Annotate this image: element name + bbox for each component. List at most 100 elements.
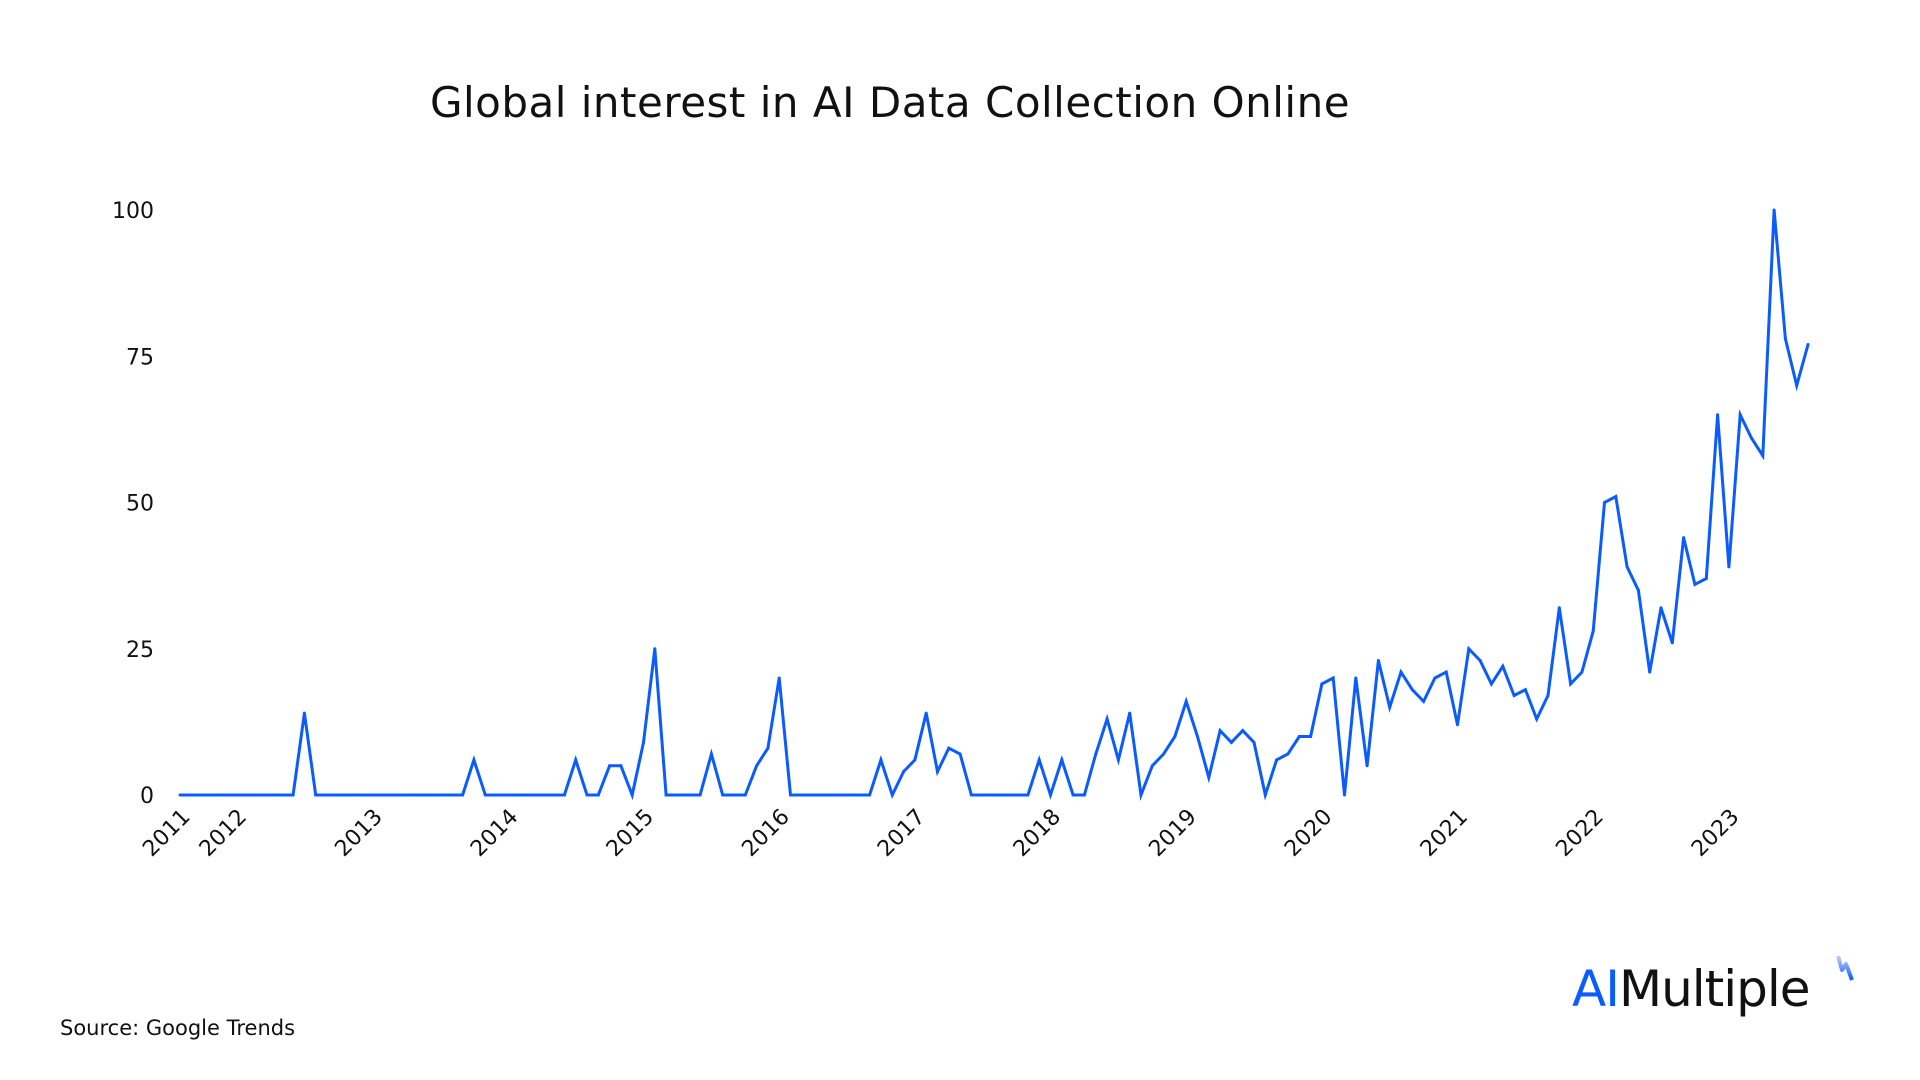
data-point — [472, 758, 476, 762]
data-point — [675, 793, 679, 797]
data-point — [834, 793, 838, 797]
data-point — [653, 647, 657, 651]
data-point — [235, 793, 239, 797]
data-point — [1196, 735, 1199, 738]
x-tick-label: 2013 — [330, 805, 387, 862]
x-tick-label: 2015 — [602, 805, 659, 862]
data-point — [1105, 717, 1109, 721]
data-point — [913, 758, 917, 762]
data-point — [1263, 793, 1267, 797]
data-point — [698, 793, 702, 797]
data-point — [755, 764, 759, 768]
data-point — [947, 746, 951, 750]
data-point — [732, 793, 736, 797]
x-axis: 2011 2012 2013 2014 2015 2016 2017 2018 2019 2020… — [138, 805, 1744, 862]
data-point — [992, 793, 996, 797]
data-point — [1580, 670, 1584, 674]
data-point — [1704, 577, 1708, 581]
data-point — [1342, 793, 1346, 797]
data-point — [1783, 337, 1787, 341]
data-point — [596, 793, 600, 797]
data-point — [608, 764, 612, 768]
x-tick-label: 2023 — [1687, 805, 1744, 862]
data-point — [1365, 764, 1369, 768]
data-point — [924, 711, 928, 715]
data-point — [1139, 793, 1143, 797]
data-point — [483, 793, 487, 797]
logo-multiple: Multiple — [1618, 960, 1811, 1018]
data-point — [1207, 775, 1211, 779]
data-point — [404, 793, 408, 797]
data-point — [1546, 694, 1550, 698]
data-point — [1229, 740, 1233, 744]
y-tick-label: 50 — [126, 492, 154, 517]
data-point — [1320, 682, 1324, 686]
data-point — [1275, 758, 1279, 762]
data-point — [1659, 606, 1663, 610]
y-tick-label: 0 — [140, 784, 154, 809]
data-point — [1399, 670, 1403, 674]
data-point — [890, 793, 894, 797]
data-point — [1456, 723, 1460, 727]
data-point — [800, 793, 804, 797]
data-point — [1128, 711, 1132, 715]
data-point — [1410, 688, 1414, 692]
y-tick-label: 100 — [112, 199, 154, 224]
data-point — [1591, 629, 1595, 633]
data-point — [1716, 413, 1720, 417]
data-point — [336, 793, 340, 797]
data-point — [246, 793, 250, 797]
chart-title: Global interest in AI Data Collection On… — [429, 78, 1351, 127]
data-point — [268, 793, 272, 797]
data-point — [348, 793, 352, 797]
x-tick-label: 2014 — [466, 805, 523, 862]
data-point — [1478, 658, 1482, 662]
data-point — [1636, 588, 1640, 592]
data-point — [1749, 436, 1753, 440]
data-point — [461, 793, 465, 797]
data-point — [1670, 641, 1674, 645]
data-point — [1557, 606, 1561, 610]
source-note: Source: Google Trends — [60, 1016, 296, 1040]
data-point — [370, 793, 374, 797]
data-point — [902, 770, 906, 774]
data-point — [325, 793, 329, 797]
data-point — [528, 793, 532, 797]
series-group — [178, 208, 1810, 801]
data-point — [1026, 793, 1030, 797]
data-point — [1569, 682, 1573, 686]
data-point — [1625, 565, 1629, 569]
data-point — [438, 793, 442, 797]
logo-spark-icon — [1836, 955, 1854, 981]
data-point — [359, 793, 363, 797]
data-point — [1071, 793, 1075, 797]
data-point — [415, 793, 419, 797]
data-point — [822, 793, 826, 797]
data-point — [811, 793, 815, 797]
data-point — [789, 793, 792, 797]
data-point — [958, 752, 962, 756]
aimultiple-logo: AIMultiple — [1572, 960, 1811, 1018]
data-point — [868, 793, 872, 797]
y-axis: 0 25 50 75 100 — [112, 199, 154, 809]
data-point — [1003, 793, 1007, 797]
data-point — [1354, 676, 1358, 680]
data-point — [189, 793, 193, 797]
x-tick-label: 2018 — [1009, 805, 1066, 862]
data-point — [721, 793, 725, 797]
data-point — [1648, 670, 1652, 674]
data-point — [777, 676, 781, 680]
data-point — [1603, 501, 1606, 504]
data-point — [687, 793, 691, 797]
data-point — [280, 793, 284, 797]
data-point — [212, 793, 216, 797]
data-point — [1150, 764, 1154, 768]
data-point — [1444, 670, 1448, 674]
data-point — [1489, 682, 1493, 686]
data-point — [382, 793, 385, 797]
data-point — [302, 711, 306, 715]
data-point — [540, 793, 544, 797]
data-point — [1297, 735, 1301, 738]
data-point — [1523, 688, 1527, 692]
